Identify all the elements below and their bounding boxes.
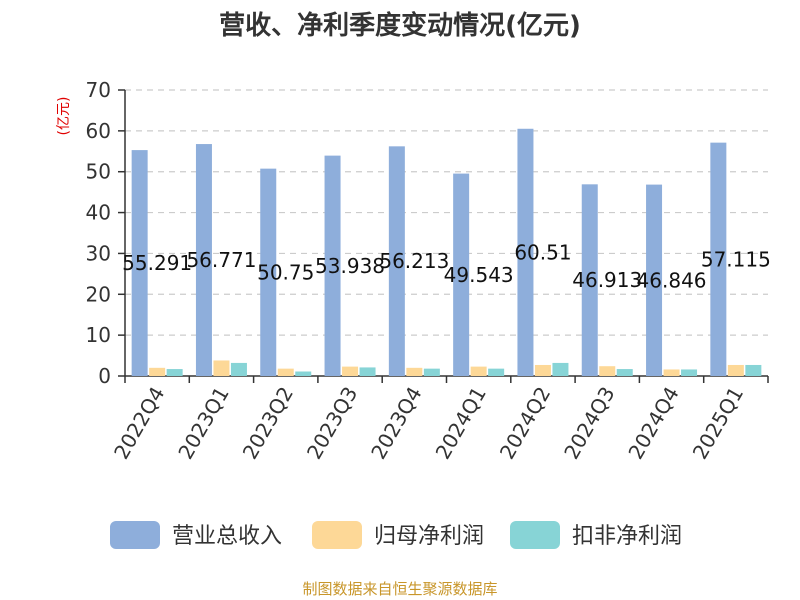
bar-s2-2023Q1 xyxy=(230,362,247,376)
bar-s0-2024Q3 xyxy=(581,184,598,376)
x-tick-label-7: 2024Q3 xyxy=(559,383,619,464)
x-tick-label-5: 2024Q1 xyxy=(431,383,491,464)
bar-s0-2024Q1 xyxy=(453,173,470,376)
chart-title: 营收、净利季度变动情况(亿元) xyxy=(219,10,581,41)
x-tick-label-8: 2024Q4 xyxy=(623,383,683,464)
bar-s1-2024Q2 xyxy=(534,364,551,376)
data-label-2023Q3: 53.938 xyxy=(315,254,385,278)
bar-s2-2024Q2 xyxy=(552,362,569,376)
bar-s0-2023Q4 xyxy=(388,146,405,376)
data-label-2024Q1: 49.543 xyxy=(444,263,514,287)
bar-s2-2023Q3 xyxy=(359,367,376,376)
bar-s2-2023Q4 xyxy=(423,368,440,376)
data-label-2024Q3: 46.913 xyxy=(572,268,642,292)
data-label-2023Q1: 56.771 xyxy=(186,248,256,272)
bar-s1-2025Q1 xyxy=(727,364,744,376)
bar-s1-2023Q4 xyxy=(406,367,423,376)
y-unit-label: (亿元) xyxy=(56,97,72,136)
legend-label-2: 扣非净利润 xyxy=(572,524,682,549)
x-tick-label-1: 2023Q1 xyxy=(173,383,233,464)
bar-s2-2022Q4 xyxy=(166,369,183,376)
x-tick-label-2: 2023Q2 xyxy=(238,383,298,464)
x-tick-label-3: 2023Q3 xyxy=(302,383,362,464)
data-label-2024Q4: 46.846 xyxy=(637,268,707,292)
data-label-2023Q2: 50.75 xyxy=(257,260,314,284)
bar-s0-2025Q1 xyxy=(710,142,727,376)
data-label-2023Q4: 56.213 xyxy=(379,249,449,273)
bar-s1-2022Q4 xyxy=(149,367,166,376)
x-tick-label-0: 2022Q4 xyxy=(109,383,169,464)
bar-s2-2024Q1 xyxy=(488,368,505,376)
bar-s0-2023Q3 xyxy=(324,155,341,376)
bars xyxy=(131,128,762,376)
bar-s2-2023Q2 xyxy=(295,371,312,376)
bar-s1-2023Q3 xyxy=(342,366,359,376)
legend: 营业总收入 归母净利润 扣非净利润 xyxy=(110,521,682,549)
bar-s2-2024Q3 xyxy=(616,369,633,376)
bar-s1-2024Q3 xyxy=(599,366,616,376)
x-tick-label-4: 2023Q4 xyxy=(366,383,426,464)
grid-lines xyxy=(125,89,768,336)
legend-swatch-1 xyxy=(312,521,362,549)
y-tick-label-2: 20 xyxy=(86,282,111,306)
data-label-2025Q1: 57.115 xyxy=(701,247,771,271)
y-tick-label-5: 50 xyxy=(86,160,111,184)
legend-label-0: 营业总收入 xyxy=(172,524,282,549)
legend-swatch-0 xyxy=(110,521,160,549)
x-tick-label-9: 2025Q1 xyxy=(688,383,748,464)
bar-s2-2024Q4 xyxy=(681,369,698,376)
y-tick-label-3: 30 xyxy=(86,241,111,265)
y-tick-label-4: 40 xyxy=(86,201,111,225)
data-label-2022Q4: 55.291 xyxy=(122,251,192,275)
source-note: 制图数据来自恒生聚源数据库 xyxy=(302,580,497,598)
y-tick-label-7: 70 xyxy=(86,78,111,102)
bar-s1-2024Q1 xyxy=(470,366,487,376)
bar-s2-2025Q1 xyxy=(745,364,762,376)
legend-swatch-2 xyxy=(510,521,560,549)
y-tick-label-1: 10 xyxy=(86,323,111,347)
bar-s1-2024Q4 xyxy=(663,369,680,376)
y-tick-label-0: 0 xyxy=(98,364,111,388)
data-label-2024Q2: 60.51 xyxy=(514,240,571,264)
bar-s0-2022Q4 xyxy=(131,150,148,376)
bar-s0-2023Q2 xyxy=(260,168,277,376)
x-tick-label-6: 2024Q2 xyxy=(495,383,555,464)
bar-s0-2024Q2 xyxy=(517,128,534,376)
bar-s1-2023Q2 xyxy=(277,368,294,376)
bar-s1-2023Q1 xyxy=(213,360,230,376)
bar-s0-2023Q1 xyxy=(195,144,212,376)
legend-label-1: 归母净利润 xyxy=(374,524,484,549)
bar-s0-2024Q4 xyxy=(646,184,663,376)
y-tick-label-6: 60 xyxy=(86,119,111,143)
